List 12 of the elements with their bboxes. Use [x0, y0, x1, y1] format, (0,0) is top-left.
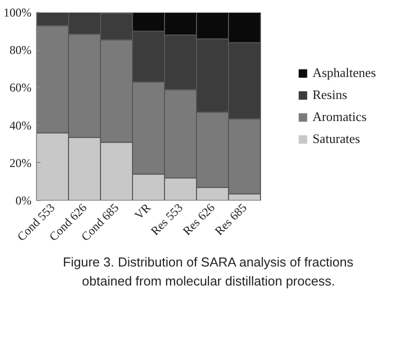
legend-label: Resins: [312, 87, 348, 103]
y-tick-label: 20%: [10, 156, 32, 170]
y-tick-label: 80%: [10, 43, 32, 58]
legend-label: Aromatics: [312, 109, 367, 125]
y-tick-label: 100%: [4, 6, 32, 20]
y-tick-label: 0%: [16, 194, 32, 208]
y-tick-label: 60%: [10, 80, 32, 95]
x-tick-label: VR: [132, 200, 154, 222]
y-tick-label: 40%: [10, 118, 32, 132]
caption: Figure 3. Distribution of SARA analysis of fractions obtained from molecular distillation process.: [62, 254, 354, 288]
legend-label: Asphaltenes: [312, 65, 376, 81]
legend-label: Saturates: [312, 131, 360, 147]
